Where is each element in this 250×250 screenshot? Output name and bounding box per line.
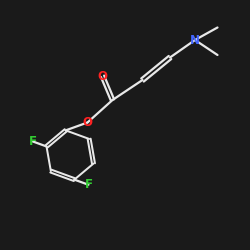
Text: F: F: [28, 135, 36, 148]
Text: N: N: [190, 34, 200, 46]
Text: O: O: [82, 116, 92, 129]
Text: O: O: [98, 70, 108, 83]
Text: F: F: [84, 178, 92, 191]
